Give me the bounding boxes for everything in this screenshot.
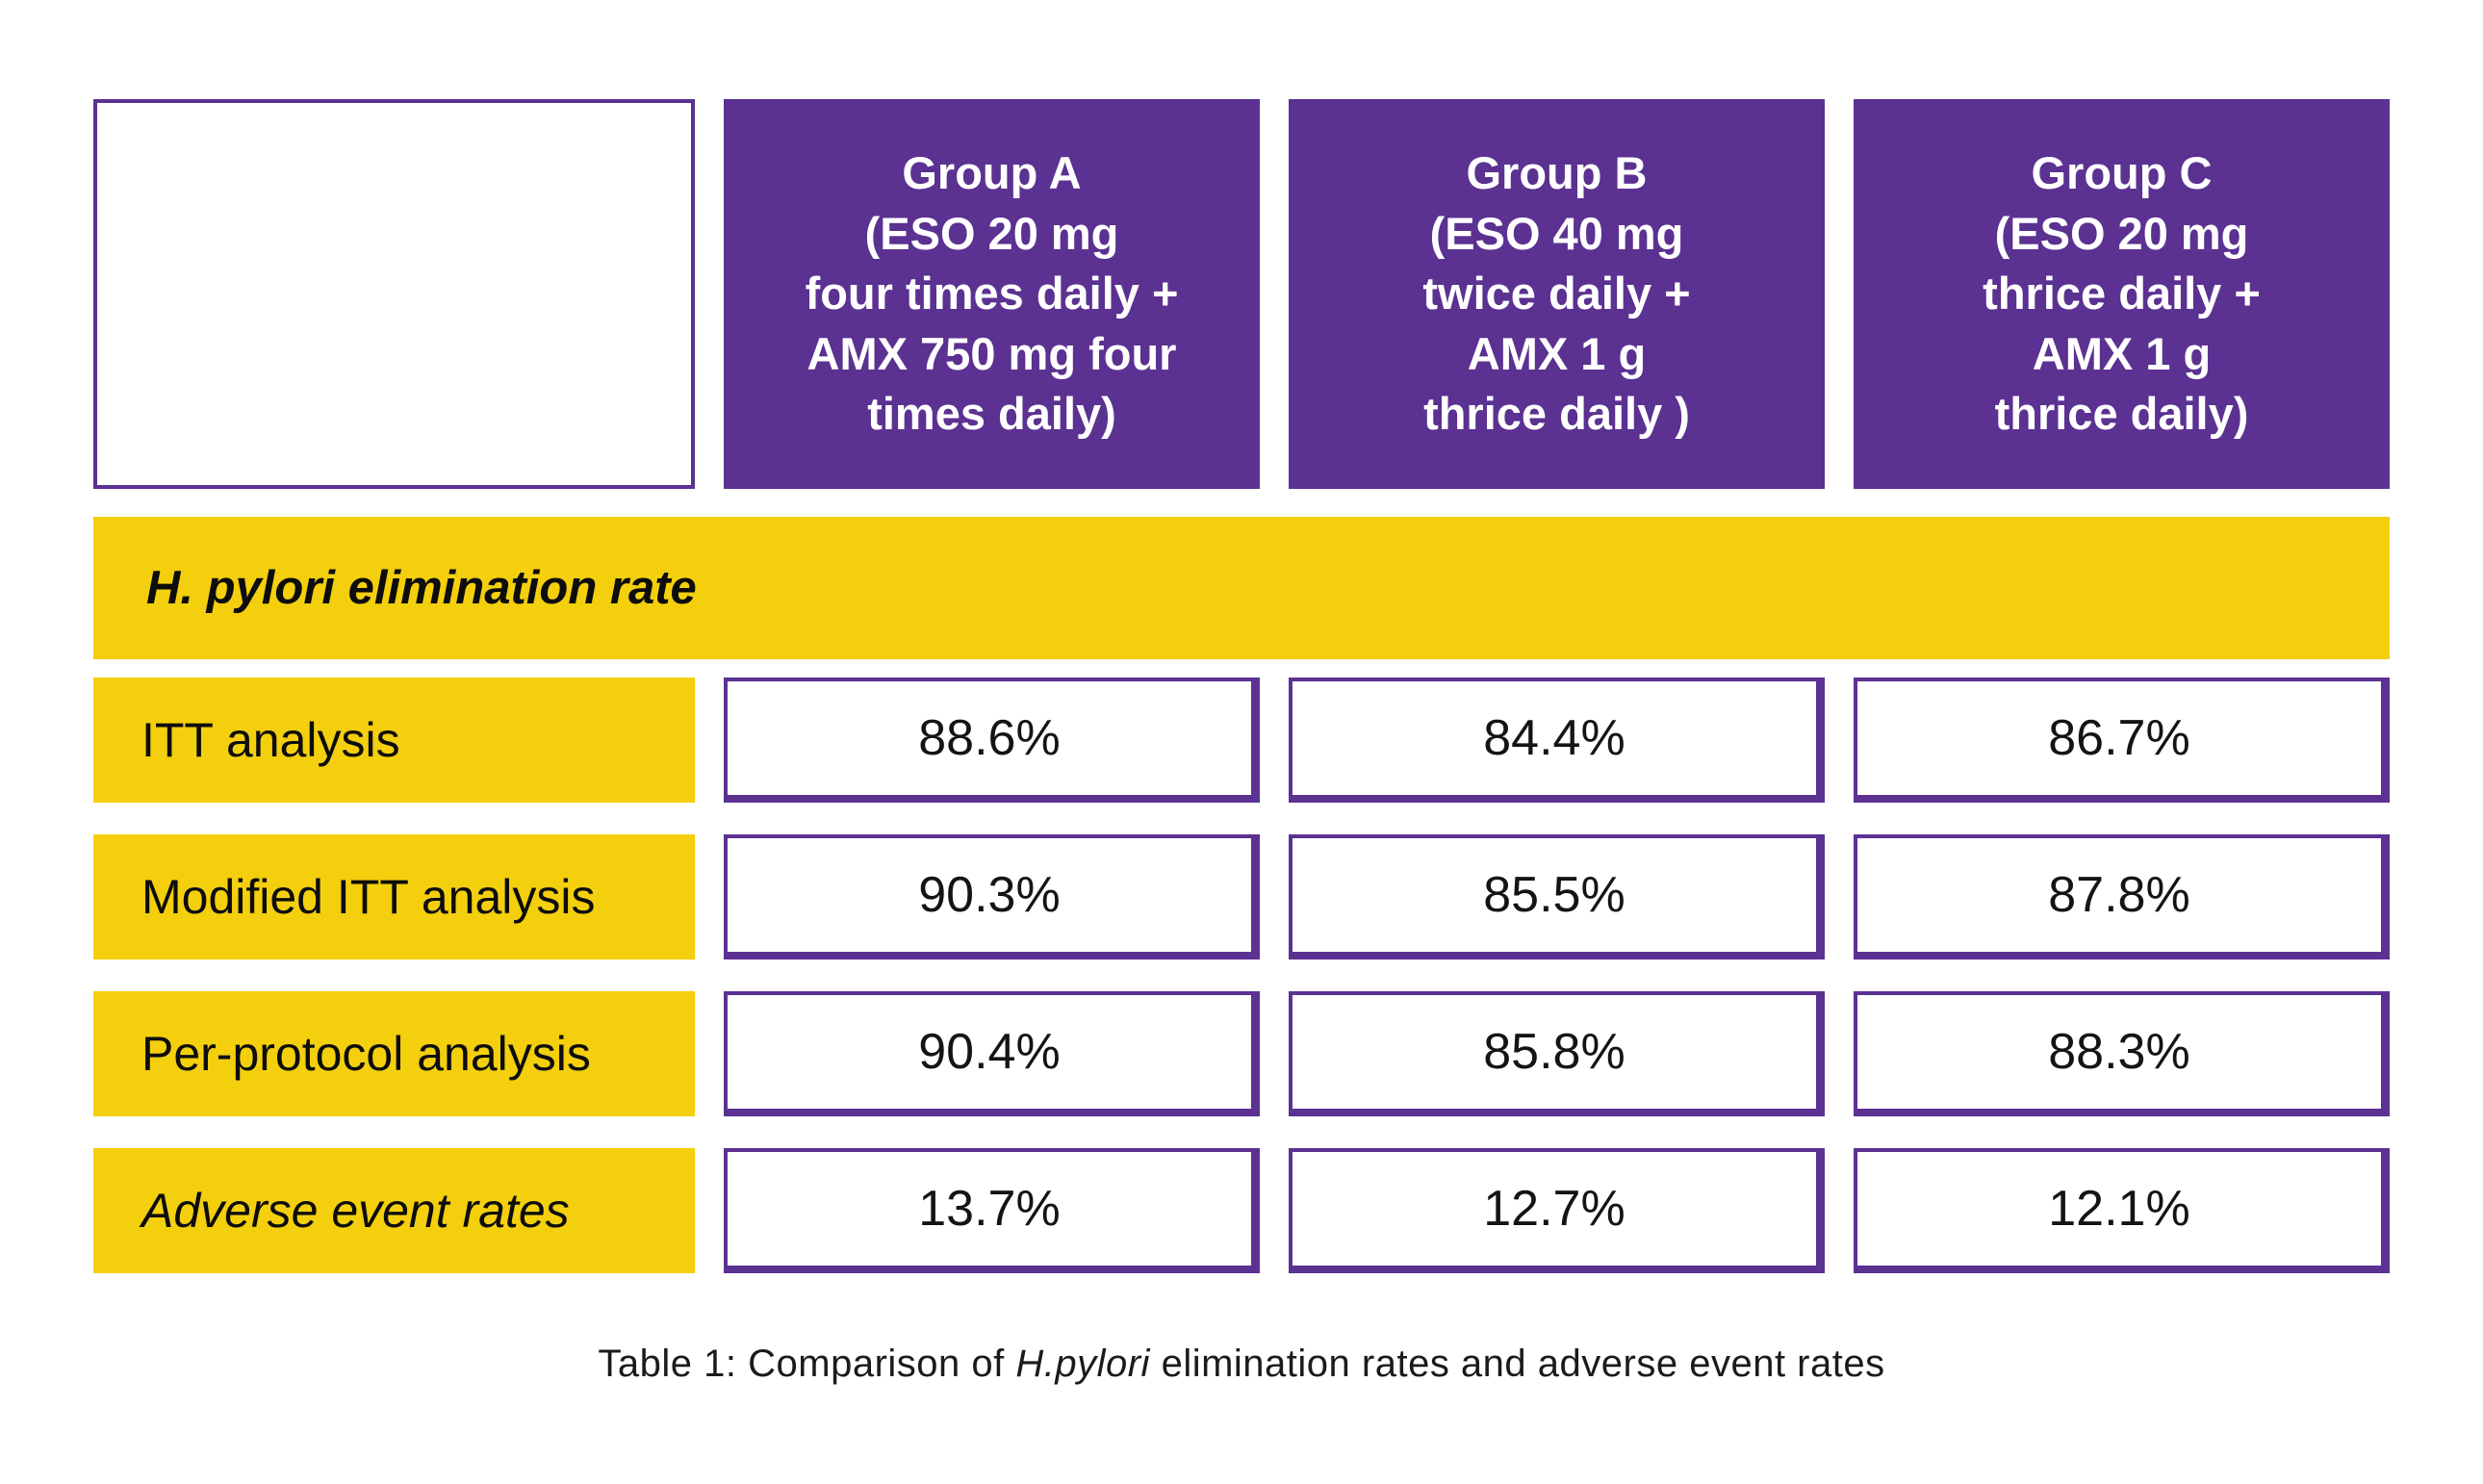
comparison-table: Group A (ESO 20 mg four times daily + AM… [93,99,2390,1386]
table-row: Modified ITT analysis 90.3% 85.5% 87.8% [93,834,2390,959]
header-corner-empty-cell [93,99,695,489]
table-row: Per-protocol analysis 90.4% 85.8% 88.3% [93,991,2390,1116]
value-itt-group-a: 88.6% [724,678,1260,803]
value-mitt-group-b: 85.5% [1289,834,1825,959]
value-ae-group-a: 13.7% [724,1148,1260,1273]
caption-species-italic: H.pylori [1015,1343,1150,1385]
value-pp-group-a: 90.4% [724,991,1260,1116]
row-label-itt: ITT analysis [93,678,695,803]
value-mitt-group-a: 90.3% [724,834,1260,959]
value-mitt-group-c: 87.8% [1854,834,2390,959]
value-pp-group-b: 85.8% [1289,991,1825,1116]
header-group-c: Group C (ESO 20 mg thrice daily + AMX 1 … [1854,99,2390,489]
header-group-a: Group A (ESO 20 mg four times daily + AM… [724,99,1260,489]
table-row: ITT analysis 88.6% 84.4% 86.7% [93,678,2390,803]
table-row: Adverse event rates 13.7% 12.7% 12.1% [93,1148,2390,1273]
table-caption: Table 1: Comparison of H.pylori eliminat… [93,1343,2390,1386]
header-group-b: Group B (ESO 40 mg twice daily + AMX 1 g… [1289,99,1825,489]
section-band-elimination-rate: H. pylori elimination rate [93,517,2390,659]
row-label-per-protocol: Per-protocol analysis [93,991,695,1116]
section-title: H. pylori elimination rate [146,562,697,614]
caption-suffix: elimination rates and adverse event rate… [1149,1343,1885,1385]
value-ae-group-c: 12.1% [1854,1148,2390,1273]
value-pp-group-c: 88.3% [1854,991,2390,1116]
row-label-modified-itt: Modified ITT analysis [93,834,695,959]
caption-prefix: Table 1: Comparison of [598,1343,1016,1385]
row-label-adverse-events: Adverse event rates [93,1148,695,1273]
value-itt-group-b: 84.4% [1289,678,1825,803]
value-ae-group-b: 12.7% [1289,1148,1825,1273]
table-header-row: Group A (ESO 20 mg four times daily + AM… [93,99,2390,489]
value-itt-group-c: 86.7% [1854,678,2390,803]
